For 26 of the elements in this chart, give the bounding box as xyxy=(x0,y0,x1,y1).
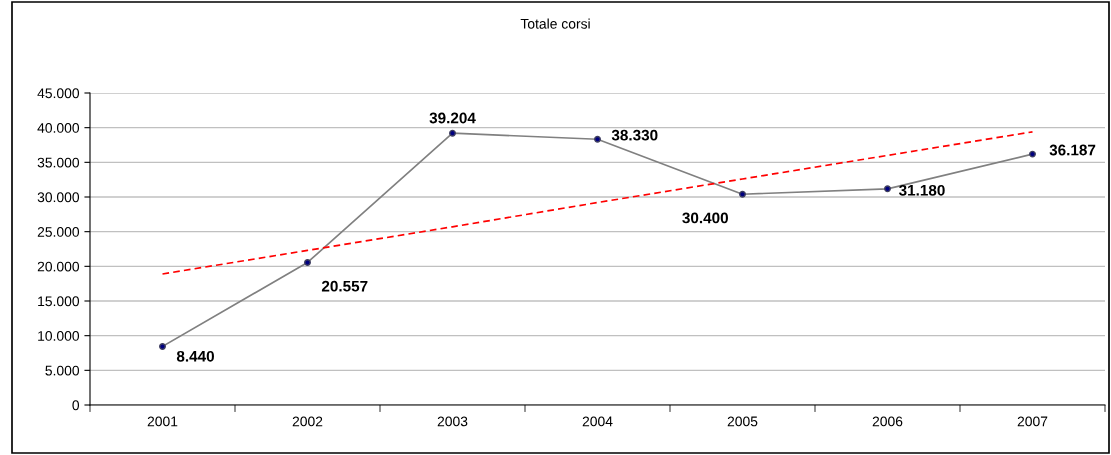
x-tick-label: 2001 xyxy=(147,416,178,427)
y-tick-label: 45.000 xyxy=(37,88,80,99)
x-tick-label: 2006 xyxy=(872,416,903,427)
chart-title: Totale corsi xyxy=(520,18,590,29)
y-tick-label: 40.000 xyxy=(37,123,80,133)
x-tick-label: 2007 xyxy=(1017,416,1048,427)
y-tick-label: 20.000 xyxy=(37,261,80,272)
data-label: 20.557 xyxy=(321,280,368,292)
data-label: 38.330 xyxy=(611,129,658,141)
y-tick-label: 25.000 xyxy=(37,227,80,237)
x-tick-label: 2003 xyxy=(437,416,468,427)
x-tick-label: 2004 xyxy=(582,416,613,427)
y-tick-label: 5.000 xyxy=(45,365,80,376)
y-tick-label: 30.000 xyxy=(37,192,80,203)
data-label: 30.400 xyxy=(682,212,728,224)
line-series xyxy=(161,130,1034,275)
y-tick-label: 0 xyxy=(72,400,80,411)
y-tick-label: 35.000 xyxy=(37,157,80,168)
data-label: 36.187 xyxy=(1049,144,1096,156)
data-label: 39.204 xyxy=(429,112,476,124)
data-label: 31.180 xyxy=(898,184,945,196)
data-label: 8.440 xyxy=(176,350,214,362)
y-tick-label: 15.000 xyxy=(38,296,80,307)
x-tick-label: 2002 xyxy=(292,416,323,427)
y-tick-label: 10.000 xyxy=(38,331,80,341)
x-tick-label: 2005 xyxy=(727,416,758,427)
